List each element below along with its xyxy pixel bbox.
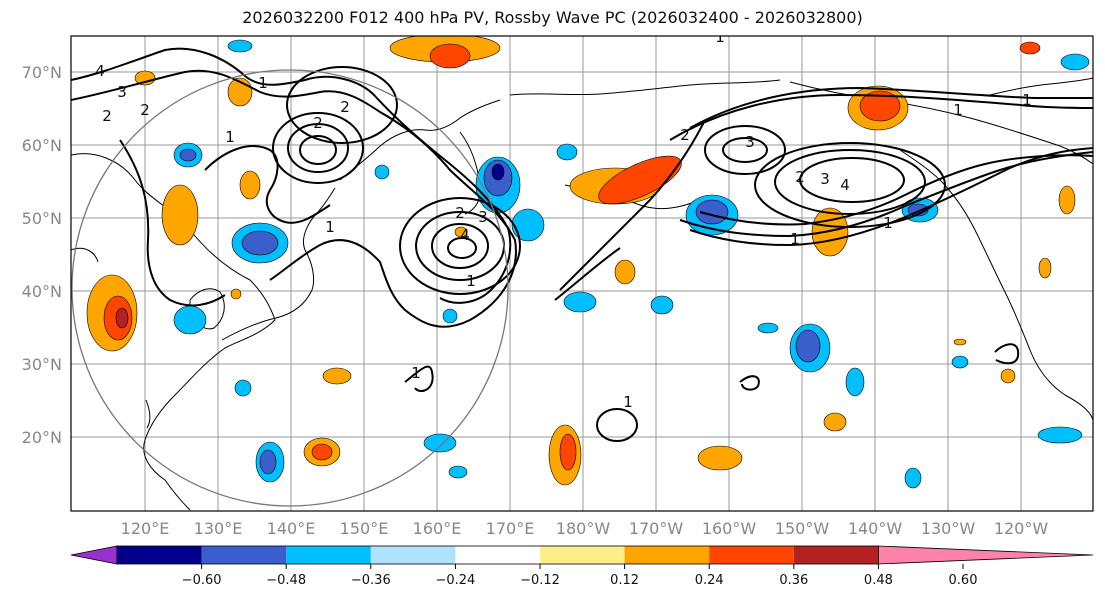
lat-label: 50°N (22, 209, 62, 228)
lon-label: 160°E (413, 519, 462, 538)
contour-label: 2 (680, 126, 690, 144)
lon-label: 150°W (775, 519, 830, 538)
lon-label: 140°W (848, 519, 903, 538)
colorbar: −0.60 −0.48 −0.36 −0.24 −0.12 0.12 0.24 0.36 0.4… (70, 545, 1094, 588)
lat-label: 20°N (22, 428, 62, 447)
contour-label: 3 (745, 133, 755, 151)
colorbar-tick-label: 0.12 (610, 573, 639, 588)
contour-label: 4 (840, 176, 850, 194)
colorbar-extend-low (70, 545, 118, 565)
colorbar-tick-label: −0.24 (435, 573, 475, 588)
contour-label: 2 (455, 204, 465, 222)
contour-label: 1 (466, 272, 476, 290)
contour-label: 1 (411, 364, 421, 382)
map-frame (71, 36, 1093, 511)
range-circle (71, 69, 509, 507)
colorbar-tick-label: −0.36 (351, 573, 391, 588)
contour-label: 4 (460, 226, 470, 244)
colorbar-segment (286, 546, 371, 564)
lon-label: 180°W (556, 519, 611, 538)
lat-label: 70°N (22, 63, 62, 82)
colorbar-segment (540, 546, 625, 564)
contour-label: 1 (325, 218, 335, 236)
lon-label: 160°W (702, 519, 757, 538)
colorbar-tick-label: −0.60 (182, 573, 222, 588)
colorbar-tick-label: −0.12 (520, 573, 560, 588)
colorbar-extend-high (878, 545, 1094, 565)
lon-label: 130°W (921, 519, 976, 538)
contour-label: 2 (313, 114, 323, 132)
lat-label: 30°N (22, 355, 62, 374)
colorbar-segment (455, 546, 540, 564)
colorbar-segment (201, 546, 287, 564)
lon-label: 170°W (629, 519, 684, 538)
colorbar-tick-label: 0.60 (949, 573, 978, 588)
colorbar-segment (793, 546, 879, 564)
contour-label: 1 (225, 128, 235, 146)
lon-label: 120°W (994, 519, 1049, 538)
contour-label: 1 (623, 393, 633, 411)
anomaly-fills (86, 36, 1090, 489)
colorbar-segment (709, 546, 794, 564)
contour-label: 3 (820, 170, 830, 188)
contour-label: 1 (883, 214, 893, 232)
colorbar-segment (370, 546, 456, 564)
contour-label: 1 (715, 28, 725, 46)
contour-label: 2 (140, 101, 150, 119)
lon-label: 130°E (194, 519, 243, 538)
contour-label: 3 (478, 208, 488, 226)
contour-label: 3 (117, 83, 127, 101)
colorbar-tick-label: −0.48 (266, 573, 306, 588)
colorbar-tick-label: 0.36 (779, 573, 808, 588)
contour-label: 1 (953, 101, 963, 119)
lon-label: 170°E (486, 519, 535, 538)
lat-label: 60°N (22, 136, 62, 155)
longitude-labels: 120°E 130°E 140°E 150°E 160°E 170°E 180°W 170°W… (121, 519, 1049, 538)
contour-label: 1 (258, 74, 268, 92)
pv-contours (71, 47, 1093, 442)
lat-label: 40°N (22, 282, 62, 301)
contour-label: 1 (790, 230, 800, 248)
map-title: 2026032200 F012 400 hPa PV, Rossby Wave … (242, 8, 863, 27)
latitude-labels: 70°N 60°N 50°N 40°N 30°N 20°N (22, 63, 62, 447)
lon-label: 150°E (340, 519, 389, 538)
colorbar-tick-label: 0.24 (695, 573, 724, 588)
colorbar-outline (116, 545, 879, 565)
lon-label: 120°E (121, 519, 170, 538)
contour-label: 2 (795, 168, 805, 186)
colorbar-segment (117, 546, 202, 564)
contour-label: 1 (1022, 91, 1032, 109)
map-border (70, 35, 1094, 512)
colorbar-segment (624, 546, 710, 564)
contour-label: 2 (340, 98, 350, 116)
contour-label: 2 (102, 107, 112, 125)
colorbar-tick-label: 0.48 (864, 573, 893, 588)
contour-label: 4 (95, 62, 105, 80)
lon-label: 140°E (267, 519, 316, 538)
